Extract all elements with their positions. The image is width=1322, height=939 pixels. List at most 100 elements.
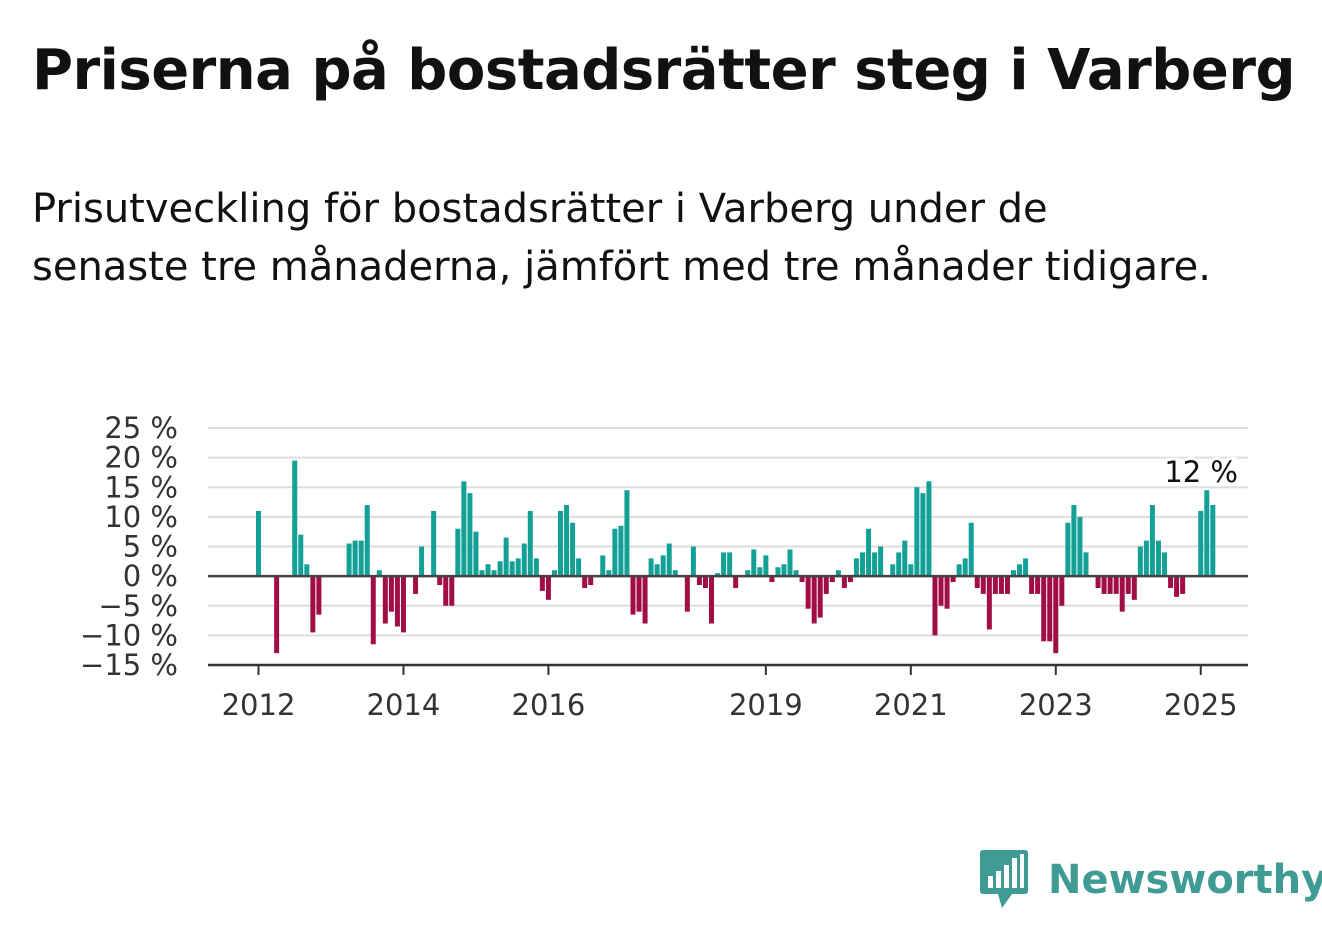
bar — [256, 510, 261, 577]
bar — [793, 570, 799, 577]
bar — [817, 576, 823, 618]
y-tick-label: −10 % — [80, 618, 178, 652]
bar — [1125, 576, 1131, 594]
bar — [1198, 510, 1204, 577]
bar — [654, 564, 660, 577]
bar — [805, 576, 811, 609]
x-axis: 2012 2014 2016 2019 2021 2023 2025 — [208, 663, 1248, 722]
bar — [1113, 576, 1119, 594]
bar — [1168, 576, 1174, 588]
bar — [666, 543, 672, 577]
bar — [443, 576, 449, 606]
bar — [763, 555, 769, 577]
bar — [733, 576, 739, 588]
bar — [835, 570, 841, 577]
bar — [497, 561, 503, 577]
bar — [1083, 552, 1089, 577]
bar — [310, 576, 316, 633]
y-tick-label: −15 % — [80, 648, 178, 682]
bar — [298, 534, 304, 577]
bars — [256, 460, 1216, 654]
bar — [394, 576, 400, 627]
bar — [564, 505, 570, 577]
bar — [352, 540, 358, 577]
bar — [316, 576, 322, 615]
bar — [841, 576, 847, 588]
x-tick-label: 2021 — [874, 688, 948, 722]
bar — [1149, 505, 1155, 577]
bar — [582, 576, 588, 588]
bar — [799, 576, 805, 583]
bar — [860, 552, 865, 577]
bar — [370, 576, 376, 645]
bar — [346, 543, 352, 577]
bar — [648, 558, 654, 577]
bar — [715, 573, 721, 577]
bar — [992, 576, 998, 594]
bar — [545, 576, 551, 600]
bar — [950, 576, 956, 583]
bar — [1095, 576, 1101, 588]
x-tick-label: 2023 — [1019, 688, 1093, 722]
y-tick-label: 20 % — [104, 441, 178, 475]
newsworthy-logo-icon — [980, 850, 1028, 908]
bar — [745, 570, 751, 577]
bar — [461, 481, 467, 577]
bar — [576, 558, 582, 577]
bar — [437, 576, 443, 586]
bar — [1162, 552, 1167, 577]
grid-lines — [208, 427, 1248, 666]
bar — [1047, 576, 1053, 642]
bar — [570, 522, 576, 577]
bar — [413, 576, 419, 594]
bar — [690, 546, 696, 577]
bar — [1011, 570, 1016, 577]
bar — [890, 564, 896, 577]
bar — [515, 558, 521, 577]
bar — [672, 570, 678, 577]
bar — [932, 576, 938, 636]
y-tick-label: 15 % — [104, 470, 178, 504]
x-tick-label: 2025 — [1164, 688, 1238, 722]
bar — [974, 576, 980, 588]
bar — [558, 510, 563, 577]
bar — [866, 528, 872, 577]
bar — [479, 570, 485, 577]
bar — [539, 576, 545, 591]
bar — [721, 552, 727, 577]
bar — [751, 549, 757, 577]
bar — [1059, 576, 1065, 606]
bar — [1101, 576, 1107, 594]
x-tick-label: 2014 — [367, 688, 441, 722]
bar — [376, 570, 382, 577]
bar — [1119, 576, 1125, 612]
bar — [914, 487, 920, 577]
bar — [684, 576, 690, 612]
bar — [908, 564, 914, 577]
bar — [920, 493, 926, 577]
bar — [1004, 576, 1010, 594]
bar — [358, 540, 364, 577]
bar — [274, 576, 280, 654]
bar — [527, 510, 533, 577]
x-tick-label: 2019 — [729, 688, 803, 722]
bar — [896, 552, 902, 577]
bar — [702, 576, 708, 588]
bar — [956, 564, 962, 577]
bar — [986, 576, 992, 630]
y-tick-label: −5 % — [98, 589, 178, 623]
bar — [606, 570, 612, 577]
bar — [1155, 540, 1161, 577]
bar — [660, 555, 666, 577]
bar — [419, 546, 425, 577]
brand: Newsworthy — [980, 850, 1322, 910]
y-tick-label: 0 % — [123, 559, 178, 593]
bar — [473, 531, 479, 577]
bar — [431, 510, 437, 577]
bar — [696, 576, 702, 586]
bar — [757, 567, 763, 577]
bar — [1137, 546, 1143, 577]
bar — [491, 570, 497, 577]
bar — [364, 505, 370, 577]
bar — [938, 576, 944, 606]
